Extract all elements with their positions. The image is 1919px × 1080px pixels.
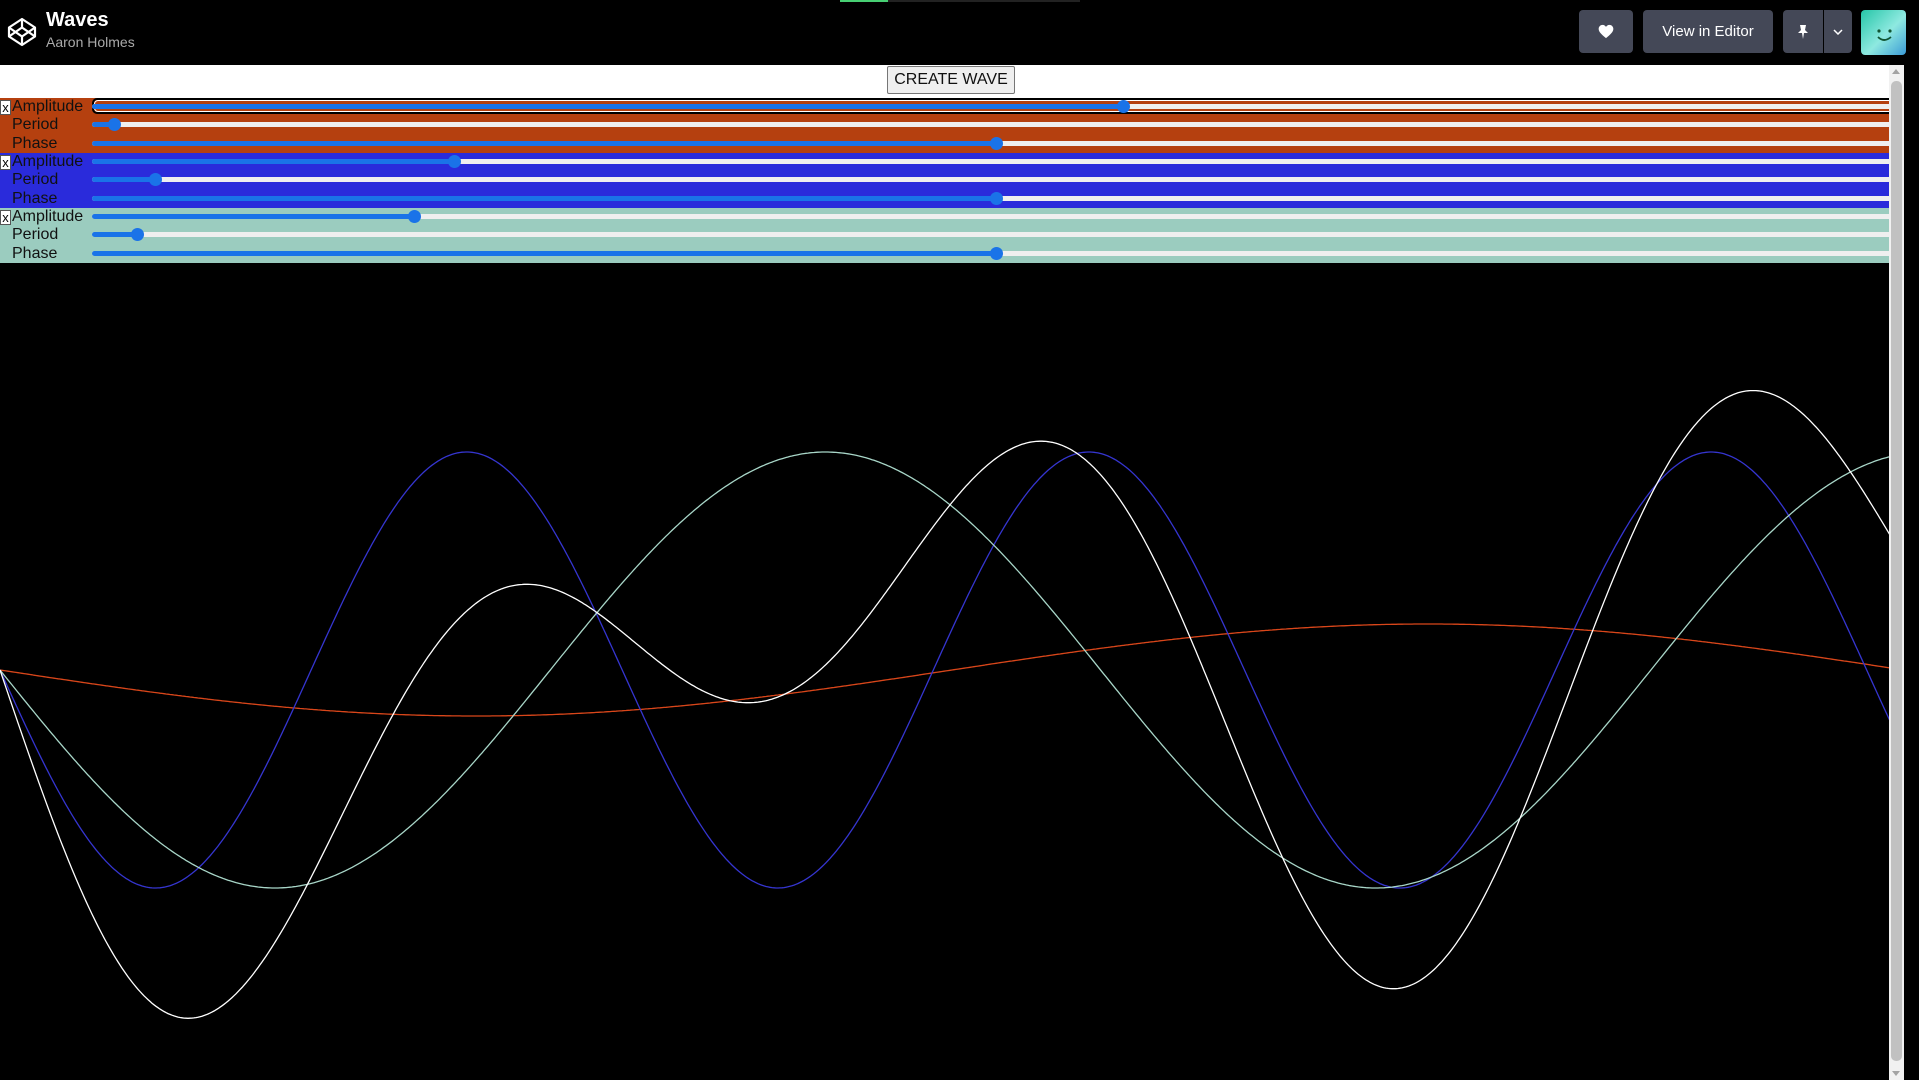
control-row: Amplitude [0,98,1904,116]
control-row: Period [0,171,1904,189]
slider-thumb[interactable] [407,210,421,223]
combined-wave-line [0,389,1904,1019]
control-row: Period [0,226,1904,244]
chevron-down-icon [1833,28,1843,35]
user-avatar[interactable] [1861,10,1906,55]
slider-fill [92,159,454,164]
control-label: Amplitude [12,153,84,170]
control-row: Phase [0,245,1904,263]
control-label: Phase [12,189,58,207]
pen-author[interactable]: Aaron Holmes [46,34,135,50]
codepen-header: Waves Aaron Holmes View in Editor [0,0,1919,65]
slider-track[interactable] [92,159,1900,164]
create-wave-button[interactable]: CREATE WAVE [887,66,1015,94]
control-label: Amplitude [12,208,84,225]
wave-line [0,451,1904,889]
remove-wave-button[interactable]: x [0,210,11,225]
slider-thumb[interactable] [990,191,1003,205]
slider-track[interactable] [92,177,1900,183]
slider-thumb[interactable] [149,173,163,187]
control-label: Period [12,116,59,134]
result-frame: CREATE WAVE x Amplitude Period Phase x A… [0,65,1904,1080]
control-row: Amplitude [0,208,1904,226]
wave-controls: x Amplitude Period Phase x Amplitude Per… [0,98,1904,263]
avatar-face-icon [1877,29,1892,41]
wave-control-block: x Amplitude Period Phase [0,208,1904,263]
control-label: Amplitude [12,98,84,115]
pin-icon [1798,24,1808,39]
slider-fill [92,214,414,219]
slider-fill [92,195,996,201]
phase-slider[interactable] [92,245,1900,263]
slider-fill [92,104,1123,109]
view-in-editor-button[interactable]: View in Editor [1643,10,1773,53]
scroll-up-arrow-icon[interactable] [1892,69,1900,74]
period-slider[interactable] [92,226,1900,244]
vertical-scrollbar[interactable] [1889,65,1904,1080]
pin-button[interactable] [1783,10,1823,53]
loading-bar-fill [840,0,888,2]
period-slider[interactable] [92,171,1900,189]
remove-wave-button[interactable]: x [0,100,11,115]
slider-thumb[interactable] [990,246,1003,260]
control-label: Phase [12,134,58,152]
slider-track[interactable] [92,214,1900,219]
slider-thumb[interactable] [131,228,145,242]
scrollbar-thumb[interactable] [1891,81,1902,1061]
heart-button[interactable] [1579,10,1633,53]
slider-fill [92,140,996,146]
wave-canvas [0,389,1904,1019]
create-wave-bar: CREATE WAVE [0,65,1904,98]
slider-fill [92,122,114,128]
control-row: Amplitude [0,153,1904,171]
slider-thumb[interactable] [447,155,461,168]
phase-slider[interactable] [92,135,1900,153]
loading-bar [840,0,1080,2]
wave-line [0,451,1904,889]
remove-wave-button[interactable]: x [0,155,11,170]
amplitude-slider[interactable] [92,208,1900,226]
control-row: Phase [0,135,1904,153]
slider-thumb[interactable] [107,118,121,132]
slider-track[interactable] [92,122,1900,128]
control-label: Phase [12,244,58,262]
control-label: Period [12,171,59,189]
slider-fill [92,250,996,256]
control-label: Period [12,226,59,244]
period-slider[interactable] [92,116,1900,134]
amplitude-slider[interactable] [92,153,1900,171]
control-row: Phase [0,190,1904,208]
pen-title[interactable]: Waves [46,9,109,31]
slider-thumb[interactable] [1116,100,1130,113]
control-row: Period [0,116,1904,134]
slider-thumb[interactable] [990,136,1003,150]
heart-icon [1598,24,1614,39]
amplitude-slider[interactable] [92,98,1900,116]
slider-track[interactable] [92,232,1900,238]
codepen-logo-icon[interactable] [6,14,38,50]
scroll-down-arrow-icon[interactable] [1892,1071,1900,1076]
slider-fill [92,177,156,183]
wave-control-block: x Amplitude Period Phase [0,98,1904,153]
phase-slider[interactable] [92,190,1900,208]
pin-options-button[interactable] [1824,10,1852,53]
wave-control-block: x Amplitude Period Phase [0,153,1904,208]
wave-line [0,623,1904,717]
slider-fill [92,232,138,238]
